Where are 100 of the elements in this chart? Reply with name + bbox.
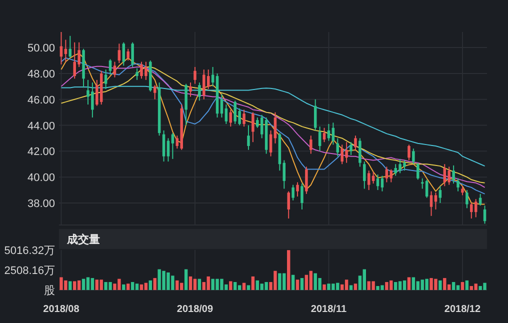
bar: [251, 276, 255, 290]
candlestick: [166, 138, 170, 162]
candlestick: [122, 42, 126, 66]
bar: [184, 269, 188, 290]
bar: [82, 278, 86, 290]
candlestick: [198, 82, 201, 102]
y-tick-label: 42.00: [27, 146, 55, 158]
y-tick-label: 44.00: [27, 120, 55, 132]
bar: [100, 280, 103, 290]
y-tick-label: 48.00: [27, 68, 55, 80]
bar: [86, 277, 90, 290]
candlestick: [131, 42, 134, 68]
bar: [456, 285, 460, 290]
candlestick: [336, 138, 340, 157]
bar: [68, 281, 72, 290]
candlestick: [300, 183, 304, 210]
x-tick-label: 2018/09: [176, 304, 214, 315]
bar: [296, 280, 300, 290]
bar: [287, 250, 290, 290]
candlestick: [202, 69, 206, 100]
candlestick: [305, 166, 308, 194]
bar: [206, 276, 210, 290]
candlestick: [466, 190, 468, 209]
candlestick: [416, 162, 420, 180]
candlestick: [314, 98, 317, 131]
bar: [398, 281, 402, 290]
candlestick: [113, 61, 116, 78]
x-tick-label: 2018/11: [310, 304, 347, 315]
bar: [460, 282, 464, 290]
candlestick: [189, 82, 192, 98]
bar: [229, 281, 232, 290]
y-tick-label: 股: [44, 285, 55, 297]
candlestick: [390, 168, 393, 183]
candlestick: [474, 198, 478, 218]
bar: [198, 278, 202, 290]
bar: [412, 277, 416, 290]
candlestick: [438, 186, 442, 204]
candlestick: [282, 160, 286, 190]
bar: [153, 278, 156, 290]
candlestick: [363, 161, 366, 190]
bar: [148, 280, 152, 290]
candlestick: [118, 43, 121, 64]
candlestick: [242, 109, 246, 128]
bar: [144, 282, 148, 290]
candlestick: [194, 66, 196, 84]
candlestick: [478, 193, 482, 206]
bar: [77, 280, 81, 290]
bar: [402, 280, 406, 290]
candlestick: [380, 175, 384, 192]
candlestick: [153, 84, 156, 100]
bar: [188, 276, 192, 290]
bar: [362, 269, 366, 290]
candlestick: [354, 135, 357, 150]
bar: [407, 277, 411, 290]
bar: [122, 284, 126, 290]
candlestick: [274, 112, 277, 144]
candlestick: [310, 135, 312, 154]
bar: [438, 280, 442, 290]
candlestick: [358, 138, 362, 168]
candlestick: [260, 114, 264, 139]
bar: [176, 280, 179, 290]
bar: [234, 282, 237, 290]
candlestick: [252, 112, 254, 143]
bar: [443, 278, 446, 290]
bar: [309, 270, 312, 290]
candlestick: [247, 124, 250, 150]
candlestick: [108, 58, 112, 76]
y-tick-label: 5016.32万: [4, 245, 55, 257]
candlestick: [60, 32, 63, 65]
candlestick: [171, 132, 174, 160]
bar: [394, 282, 398, 290]
bar: [246, 285, 250, 290]
candlestick: [224, 104, 228, 124]
bar: [354, 284, 358, 290]
candlestick: [332, 122, 335, 146]
bar: [344, 280, 348, 290]
candlestick: [408, 144, 410, 161]
bar: [465, 280, 469, 290]
bar: [304, 274, 308, 290]
candlestick: [269, 130, 272, 157]
bar: [130, 282, 134, 290]
bar: [242, 282, 246, 290]
bar: [349, 285, 353, 290]
x-tick-label: 2018/08: [43, 304, 80, 315]
candlestick: [296, 182, 299, 198]
candlestick: [162, 130, 166, 162]
candlestick: [322, 127, 326, 143]
bar: [452, 282, 456, 290]
bar: [126, 284, 130, 290]
candlestick: [461, 186, 464, 196]
bar: [90, 278, 94, 290]
y-tick-label: 2508.16万: [4, 265, 55, 277]
candlestick: [452, 164, 455, 184]
candlestick: [211, 66, 214, 87]
chart-title: 成交量: [66, 233, 100, 246]
candlestick: [412, 148, 415, 165]
candlestick: [434, 192, 438, 210]
y-tick-label: 46.00: [27, 94, 55, 106]
candlestick: [448, 166, 450, 186]
candlestick: [430, 190, 433, 216]
